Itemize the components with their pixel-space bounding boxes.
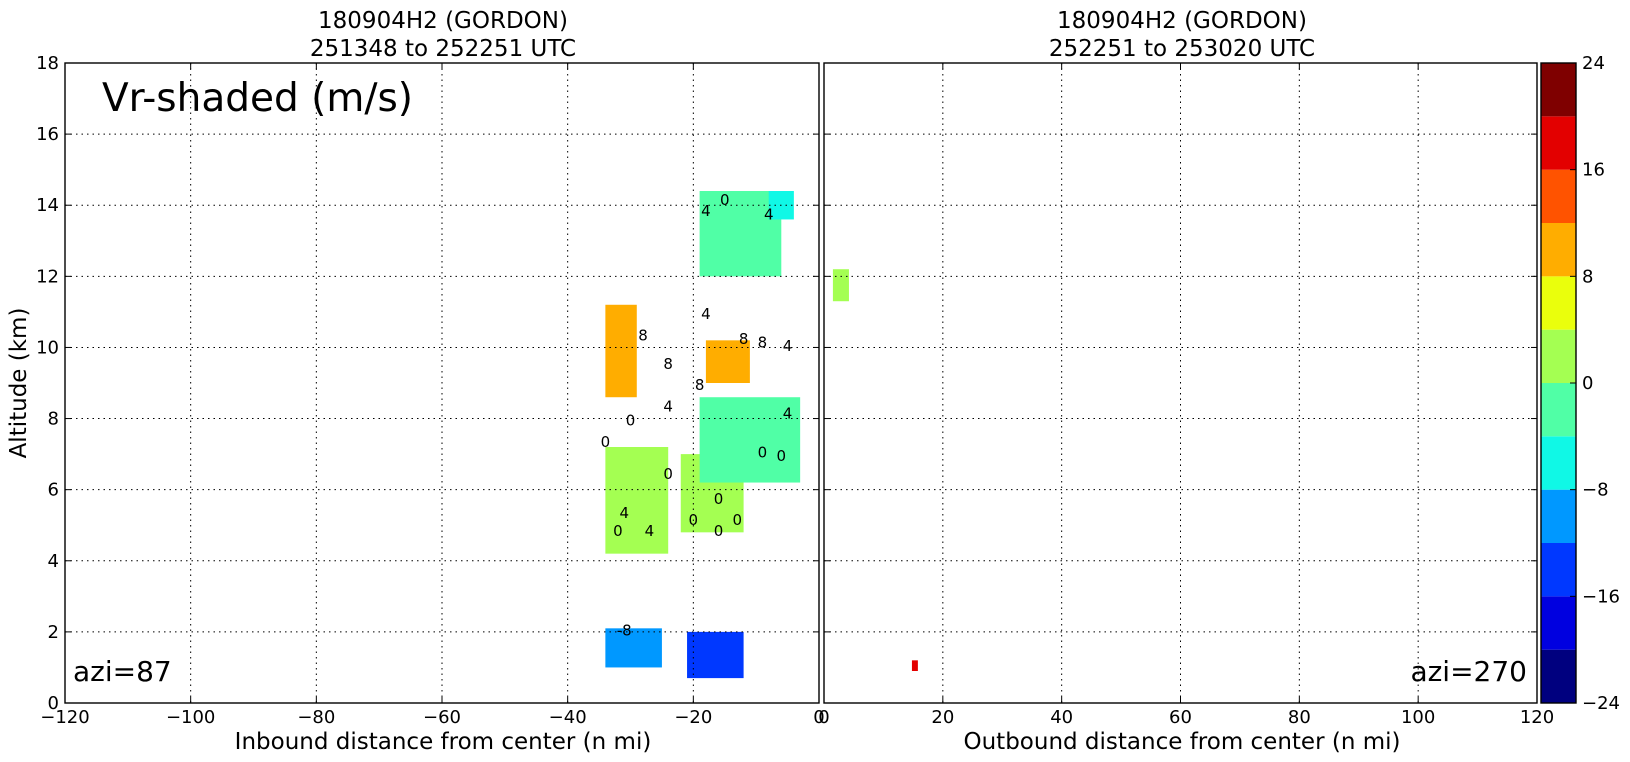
data-cell <box>687 631 744 679</box>
contour-label: 0 <box>758 444 768 462</box>
x-tick-label: −40 <box>549 707 587 728</box>
x-tick-label: 100 <box>1401 707 1435 728</box>
right-title-line1: 180904H2 (GORDON) <box>1057 8 1307 34</box>
colorbar-swatch <box>1541 383 1576 437</box>
colorbar-tick-label: −8 <box>1582 480 1609 501</box>
field-annotation: Vr-shaded (m/s) <box>102 76 413 121</box>
contour-label: 8 <box>663 355 673 373</box>
contour-label: -8 <box>617 621 632 639</box>
contour-label: 8 <box>638 326 648 344</box>
contour-label: 0 <box>720 191 730 209</box>
colorbar-swatch <box>1541 63 1576 117</box>
contour-label: 8 <box>758 333 768 351</box>
colorbar-swatch <box>1541 223 1576 277</box>
data-cell <box>605 304 637 398</box>
left-azimuth-label: azi=87 <box>73 655 172 688</box>
x-tick-label: −80 <box>297 707 335 728</box>
contour-label: 4 <box>701 305 711 323</box>
contour-label: 0 <box>733 511 743 529</box>
contour-label: 0 <box>613 522 623 540</box>
contour-label: 4 <box>701 202 711 220</box>
y-tick-label: 0 <box>48 693 59 714</box>
contour-label: 4 <box>764 205 774 223</box>
y-tick-label: 8 <box>48 409 59 430</box>
y-tick-label: 14 <box>36 195 59 216</box>
contour-label: 0 <box>601 433 611 451</box>
data-cell <box>605 628 662 668</box>
colorbar-swatch <box>1541 329 1576 383</box>
x-tick-label: 0 <box>818 707 829 728</box>
colorbar-tick-label: −24 <box>1582 693 1620 714</box>
y-tick-label: 10 <box>36 337 59 358</box>
colorbar-swatch <box>1541 649 1576 703</box>
contour-label: 4 <box>619 504 629 522</box>
colorbar-tick-label: −16 <box>1582 586 1620 607</box>
colorbar-swatch <box>1541 169 1576 223</box>
right-azimuth-label: azi=270 <box>1410 655 1527 688</box>
contour-label: 8 <box>739 330 749 348</box>
colorbar-swatch <box>1541 436 1576 490</box>
x-tick-label: −120 <box>40 707 89 728</box>
right-panel: 0 20 40 60 80 100 120 <box>818 62 1554 728</box>
data-cell <box>605 447 669 554</box>
x-tick-label: 80 <box>1288 707 1311 728</box>
left-title-line1: 180904H2 (GORDON) <box>318 8 568 34</box>
colorbar-tick-label: 24 <box>1582 53 1605 74</box>
contour-label: 4 <box>783 337 793 355</box>
contour-label: 8 <box>695 376 705 394</box>
colorbar-tick-label: 16 <box>1582 160 1605 181</box>
left-x-axis-label: Inbound distance from center (n mi) <box>235 729 652 755</box>
contour-label: 4 <box>783 405 793 423</box>
colorbar-swatch <box>1541 116 1576 170</box>
y-tick-label: 2 <box>48 622 59 643</box>
y-tick-label: 4 <box>48 551 59 572</box>
x-tick-label: 40 <box>1050 707 1073 728</box>
colorbar-swatch <box>1541 489 1576 543</box>
colorbar-tick-label: 8 <box>1582 266 1593 287</box>
data-cell <box>832 269 849 302</box>
x-tick-label: −100 <box>166 707 215 728</box>
left-title-line2: 251348 to 252251 UTC <box>310 36 576 62</box>
contour-label: 4 <box>663 397 673 415</box>
data-cell <box>911 660 918 671</box>
colorbar-swatch <box>1541 543 1576 597</box>
colorbar-swatch <box>1541 596 1576 650</box>
contour-label: 0 <box>777 447 787 465</box>
contour-label: 0 <box>626 412 636 430</box>
y-tick-label: 18 <box>36 53 59 74</box>
x-tick-label: −20 <box>674 707 712 728</box>
contour-label: 0 <box>714 522 724 540</box>
right-x-axis-label: Outbound distance from center (n mi) <box>964 729 1401 755</box>
y-tick-label: 6 <box>48 480 59 501</box>
contour-label: 4 <box>645 522 655 540</box>
right-title-line2: 252251 to 253020 UTC <box>1049 36 1315 62</box>
y-tick-label: 16 <box>36 124 59 145</box>
colorbar-swatch <box>1541 276 1576 330</box>
contour-label: 0 <box>714 490 724 508</box>
x-tick-label: 0 <box>813 707 824 728</box>
y-axis-label: Altitude (km) <box>6 308 32 459</box>
x-tick-label: −60 <box>423 707 461 728</box>
data-cell <box>699 397 801 483</box>
colorbar-tick-label: 0 <box>1582 373 1593 394</box>
contour-label: 0 <box>689 511 699 529</box>
data-cell <box>699 191 782 277</box>
colorbar: −24 −16 −8 0 8 16 24 <box>1540 53 1620 714</box>
x-tick-label: 60 <box>1169 707 1192 728</box>
x-tick-label: 20 <box>931 707 954 728</box>
contour-label: 0 <box>663 465 673 483</box>
x-tick-label: 120 <box>1520 707 1554 728</box>
y-tick-label: 12 <box>36 266 59 287</box>
